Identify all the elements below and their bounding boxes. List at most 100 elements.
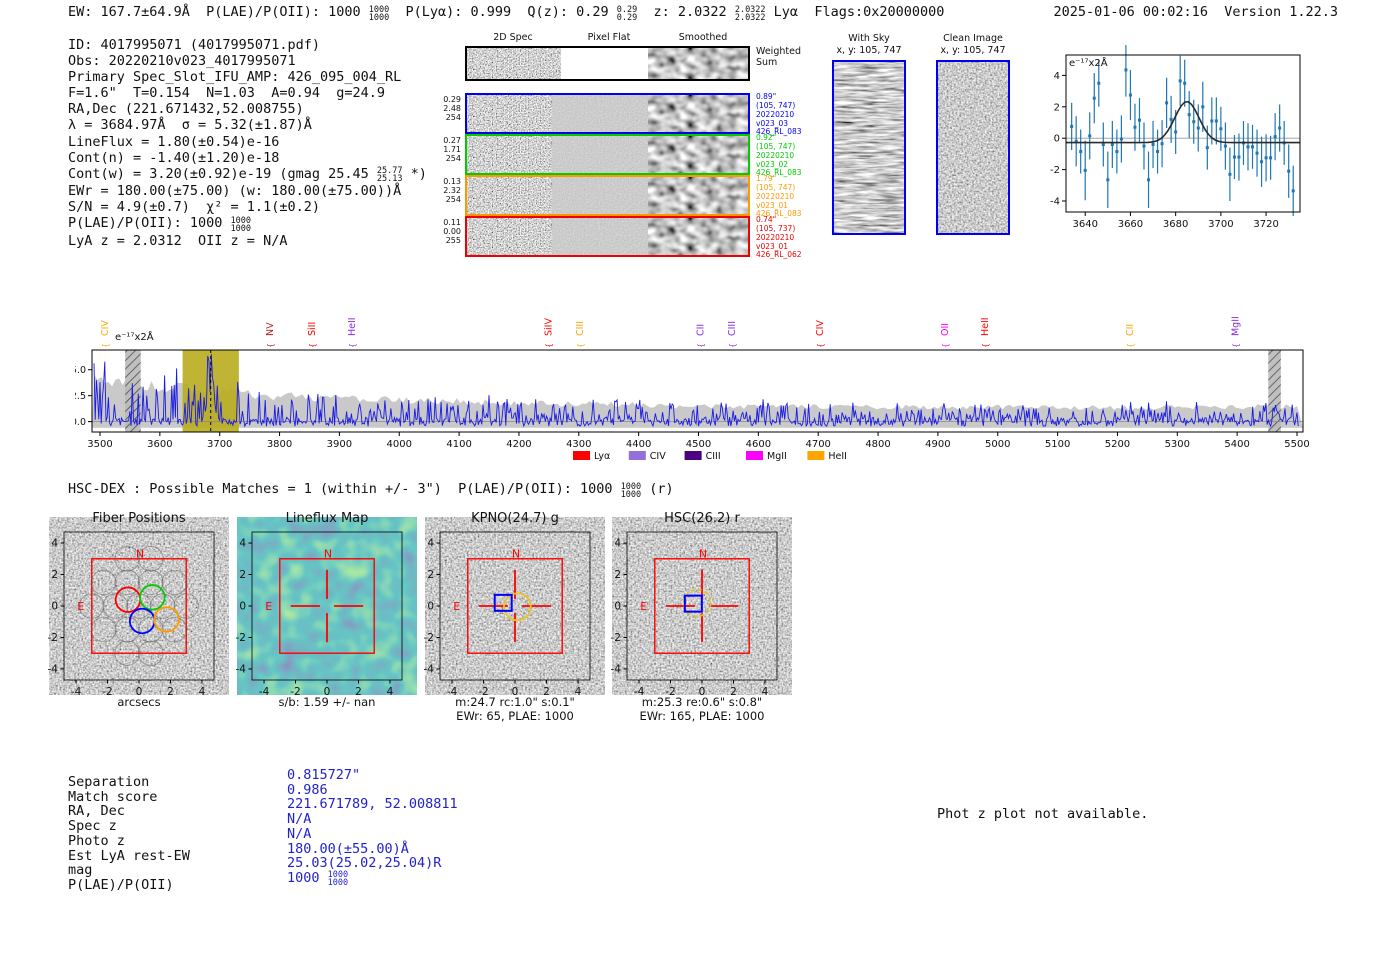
spec2d-row [465, 134, 750, 175]
match-row-label: P(LAE)/P(OII) [68, 876, 174, 893]
svg-text:-2: -2 [236, 632, 246, 644]
text-segment: λ = 3684.97Å σ = 5.32(±1.87)Å [68, 117, 312, 134]
svg-text:{: { [1126, 343, 1135, 348]
svg-text:{: { [728, 343, 737, 348]
svg-text:-4: -4 [236, 663, 247, 675]
svg-text:4: 4 [1054, 71, 1060, 82]
emission-line-label: CII [1125, 324, 1136, 336]
fiber-footprint [138, 569, 164, 596]
svg-text:-4: -4 [424, 663, 435, 675]
svg-text:3700: 3700 [1208, 219, 1233, 230]
svg-text:3600: 3600 [147, 439, 172, 450]
spec2d-row-scale-labels: 0.29 2.48 254 [443, 95, 461, 123]
spec2d-col-header: Pixel Flat [587, 32, 631, 43]
stacked-fraction: 0.29 0.29 [616, 4, 638, 23]
svg-text:5500: 5500 [1284, 439, 1309, 450]
svg-text:4: 4 [387, 686, 394, 698]
selected-fiber-circle [153, 606, 180, 633]
emission-line-label: MgII [1230, 316, 1241, 336]
match-row-value: 1000 1000 1000 [287, 869, 349, 889]
svg-text:4600: 4600 [746, 439, 771, 450]
compass-east: E [453, 600, 460, 613]
legend-swatch [573, 451, 590, 460]
svg-text:{: { [981, 343, 990, 348]
svg-text:-2: -2 [102, 686, 112, 698]
fiber-footprint [114, 616, 140, 643]
svg-text:0: 0 [427, 601, 434, 613]
compass-east: E [640, 600, 647, 613]
extraction-box [91, 558, 187, 654]
text-segment: *) [402, 165, 427, 182]
svg-text:4200: 4200 [506, 439, 531, 450]
spec2d-row [465, 175, 750, 216]
info-line: Primary Spec_Slot_IFU_AMP: 426_095_004_R… [68, 69, 427, 85]
text-segment: Obs: 20220210v023_4017995071 [68, 53, 296, 70]
cutout-title: KPNO(24.7) g [471, 511, 559, 526]
legend-label: Lyα [594, 451, 610, 462]
cutout-caption: s/b: 1.59 +/- nan [279, 695, 376, 709]
spec2d-row-scale-labels: 0.13 2.32 254 [443, 177, 461, 205]
info-line: F=1.6" T=0.154 N=1.03 A=0.94 g=24.9 [68, 85, 427, 101]
svg-text:3700: 3700 [207, 439, 232, 450]
fiber-footprint [138, 616, 164, 643]
emission-line-label: OII [940, 323, 951, 336]
text-segment: Lyα Flags:0x20000000 [765, 4, 945, 20]
match-row-label: Spec z [68, 818, 117, 835]
selected-fiber-circle [139, 584, 166, 611]
legend-label: MgII [767, 451, 787, 462]
svg-text:4300: 4300 [566, 439, 591, 450]
svg-text:-2: -2 [478, 686, 488, 698]
legend-label: HeII [828, 451, 847, 462]
svg-text:0: 0 [51, 601, 58, 613]
cutout-xlabel: arcsecs [117, 695, 160, 709]
svg-text:0: 0 [324, 686, 331, 698]
fiber-footprint [149, 593, 176, 619]
compass-east: E [77, 600, 84, 613]
emission-line-label: CIII [575, 321, 586, 336]
text-segment: z: 2.0322 [637, 4, 735, 20]
svg-text:{: { [544, 343, 553, 348]
spec2d-row-scale-labels: 0.27 1.71 254 [443, 136, 461, 164]
svg-text:3900: 3900 [327, 439, 352, 450]
stamp-subtitle: x, y: 105, 747 [836, 45, 902, 56]
linefit-chart: 4 2 0 -2 -4 3640 3660 3680 3700 3720 e⁻¹⁷x2Å [1040, 45, 1310, 240]
svg-text:-2: -2 [665, 686, 675, 698]
svg-text:2: 2 [167, 686, 174, 698]
spec2d-row [465, 93, 750, 134]
svg-text:3680: 3680 [1163, 219, 1188, 230]
fiber-footprint [138, 546, 164, 572]
legend-swatch [628, 451, 646, 460]
photz-unavailable-notice: Phot z plot not available. [937, 806, 1149, 822]
svg-text:-4: -4 [634, 686, 645, 698]
match-row-value: N/A [287, 825, 312, 842]
svg-text:2: 2 [730, 686, 737, 698]
legend-label: CIII [706, 451, 721, 462]
svg-text:0: 0 [512, 686, 519, 698]
stacked-fraction: 2.0322 2.0322 [734, 4, 766, 23]
match-row-label: Separation [68, 774, 150, 790]
svg-text:-4: -4 [71, 686, 82, 698]
extraction-box [279, 558, 375, 654]
fiber-footprint [90, 569, 117, 596]
detection-info-block: ID: 4017995071 (4017995071.pdf) Obs: 2022… [68, 37, 427, 249]
svg-text:5300: 5300 [1165, 439, 1190, 450]
fiber-footprint [173, 593, 199, 619]
match-row-value: 180.00(±55.00)Å [287, 840, 409, 857]
extraction-box [467, 558, 563, 654]
svg-text:4700: 4700 [805, 439, 830, 450]
fiber-footprint [114, 546, 140, 572]
emission-line-label: CIII [727, 321, 738, 336]
svg-text:4500: 4500 [686, 439, 711, 450]
text-segment: Primary Spec_Slot_IFU_AMP: 426_095_004_R… [68, 69, 402, 86]
svg-text:-4: -4 [259, 686, 270, 698]
svg-text:5.0: 5.0 [75, 365, 86, 376]
svg-text:5000: 5000 [985, 439, 1010, 450]
svg-text:4400: 4400 [626, 439, 651, 450]
match-row-label: mag [68, 862, 93, 879]
fiber-footprint [138, 640, 164, 666]
cutout-title: Fiber Positions [92, 511, 185, 526]
svg-text:4100: 4100 [446, 439, 471, 450]
svg-text:{: { [1231, 343, 1240, 348]
with-sky-stamp: With Sky x, y: 105, 747 [828, 33, 910, 235]
svg-text:4: 4 [51, 538, 58, 550]
